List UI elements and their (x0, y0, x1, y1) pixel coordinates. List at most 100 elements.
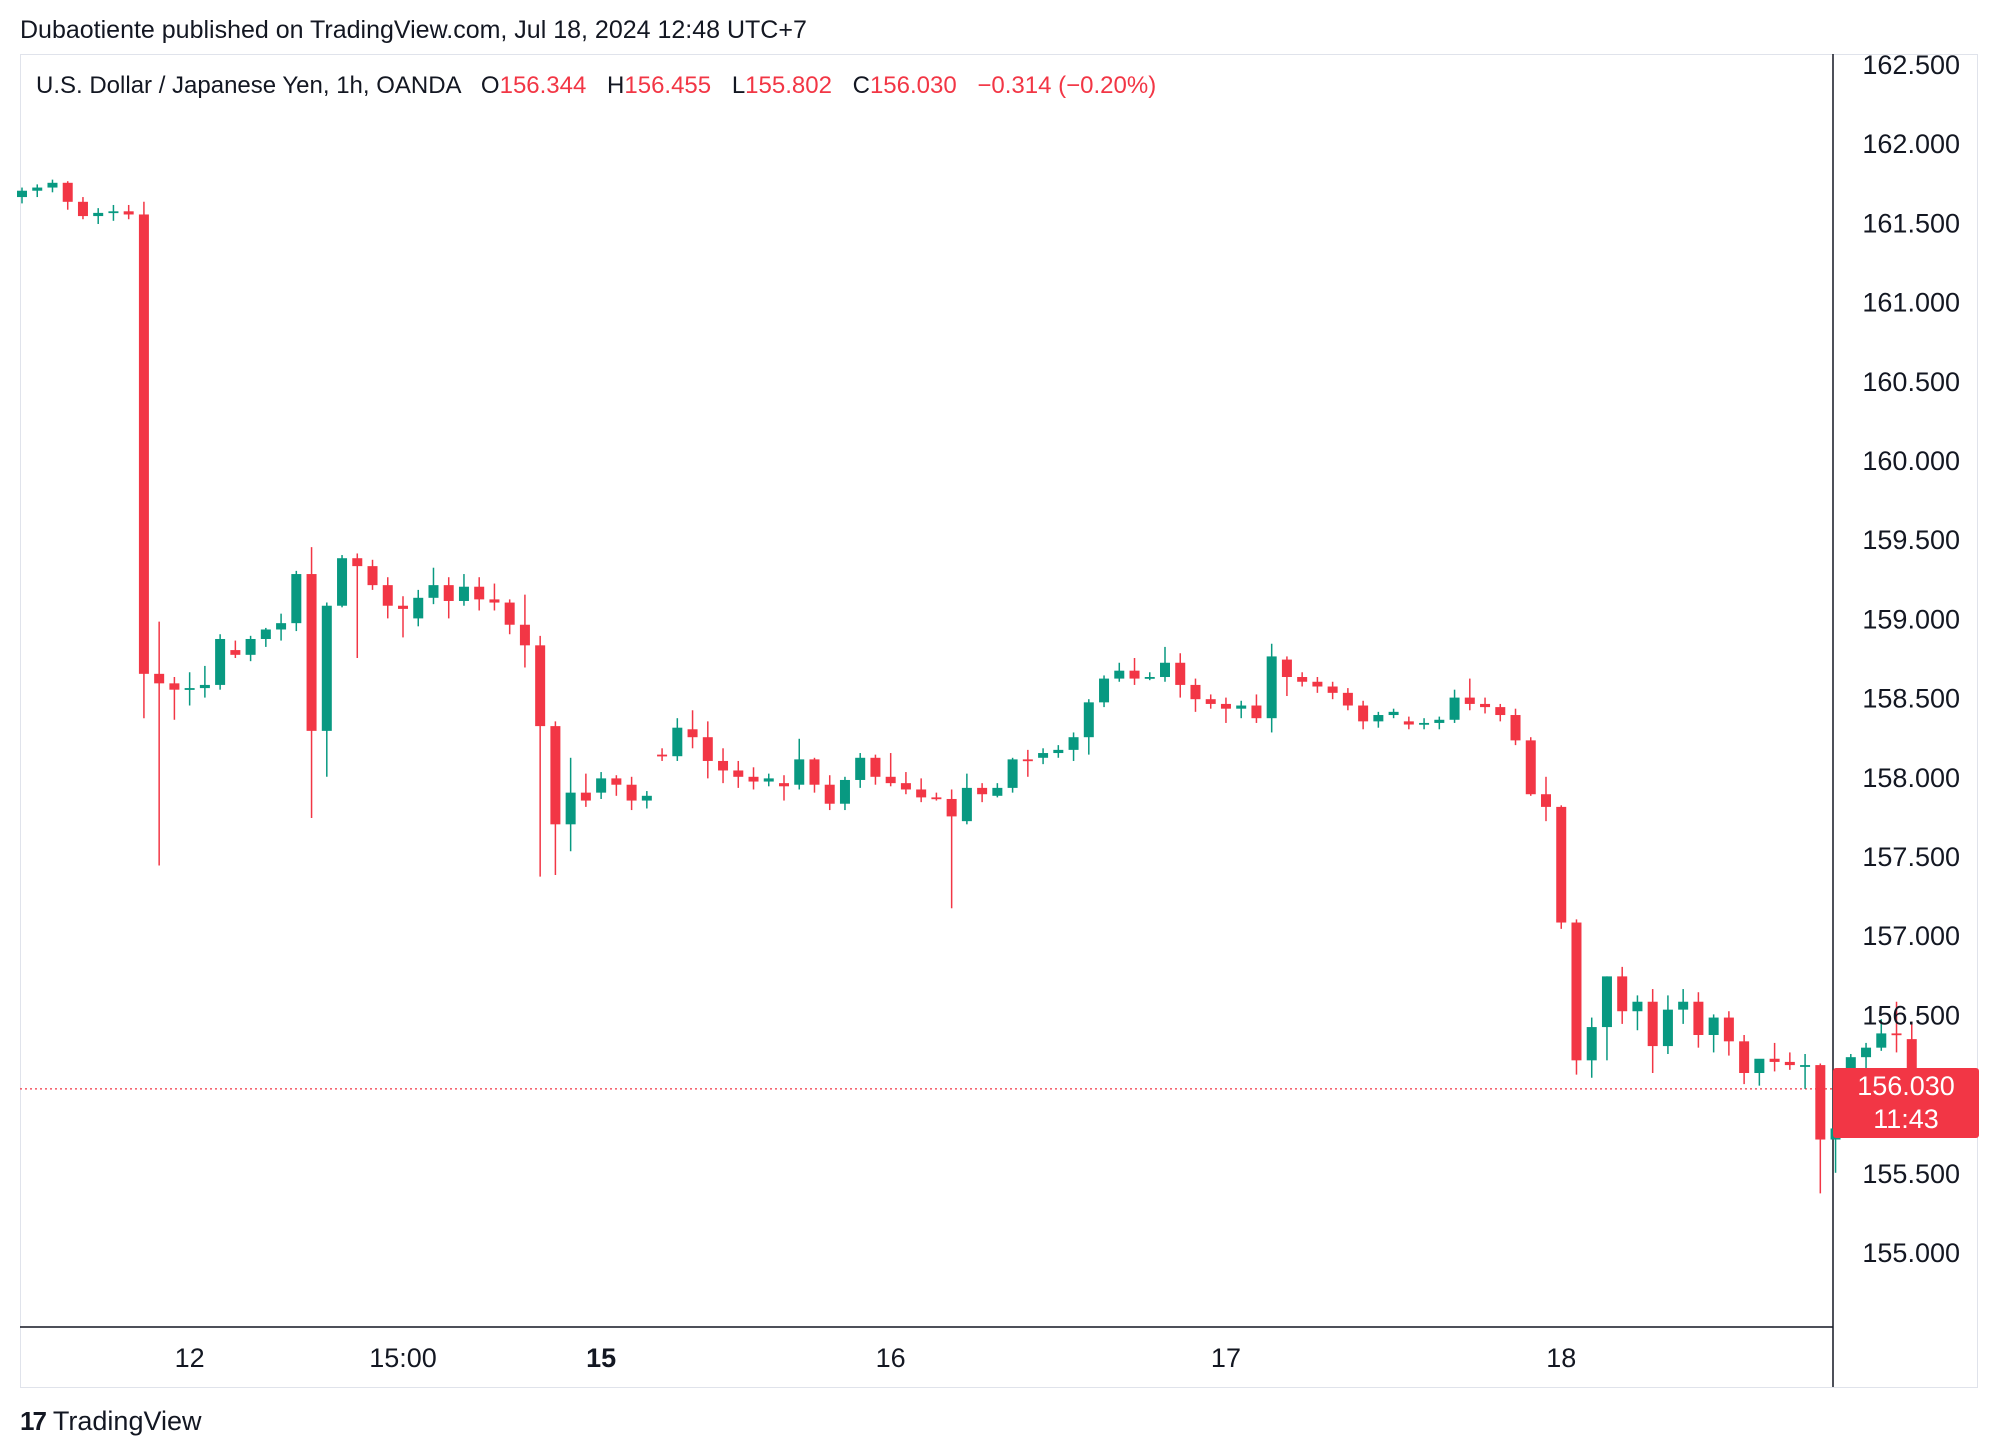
candle[interactable] (382, 577, 393, 619)
candle[interactable] (1297, 672, 1308, 687)
candle[interactable] (1403, 716, 1414, 730)
candle[interactable] (443, 577, 454, 619)
candle[interactable] (1571, 919, 1582, 1075)
candle[interactable] (809, 757, 820, 793)
candle[interactable] (1723, 1011, 1734, 1056)
candle[interactable] (1662, 995, 1673, 1054)
candle[interactable] (291, 570, 302, 632)
candle[interactable] (245, 635, 256, 662)
candle[interactable] (1144, 672, 1155, 681)
candle[interactable] (1861, 1042, 1872, 1069)
candle[interactable] (1053, 745, 1064, 758)
candle[interactable] (687, 710, 698, 749)
candle[interactable] (1281, 656, 1292, 697)
candle[interactable] (1236, 700, 1247, 719)
candle[interactable] (1784, 1052, 1795, 1070)
candle[interactable] (1464, 678, 1475, 711)
candle[interactable] (337, 555, 348, 608)
candle[interactable] (580, 773, 591, 807)
candle[interactable] (1083, 699, 1094, 755)
candle[interactable] (1525, 737, 1536, 796)
candle[interactable] (306, 547, 317, 818)
candle[interactable] (1480, 697, 1491, 714)
candle[interactable] (1358, 700, 1369, 730)
candle[interactable] (1495, 703, 1506, 722)
candle[interactable] (93, 208, 104, 224)
candle[interactable] (1876, 1019, 1887, 1051)
candle[interactable] (199, 665, 210, 698)
candle[interactable] (961, 773, 972, 825)
candle[interactable] (77, 197, 88, 220)
candle[interactable] (824, 775, 835, 811)
candle[interactable] (1434, 716, 1445, 730)
candle[interactable] (260, 627, 271, 647)
candle[interactable] (428, 567, 439, 605)
candle[interactable] (1510, 708, 1521, 746)
candle[interactable] (504, 599, 515, 635)
candle[interactable] (1373, 711, 1384, 728)
candle[interactable] (718, 748, 729, 784)
candle[interactable] (1312, 677, 1323, 693)
candle[interactable] (1327, 681, 1338, 700)
candle[interactable] (1800, 1054, 1811, 1089)
candle[interactable] (992, 783, 1003, 798)
candle[interactable] (108, 204, 119, 221)
candle[interactable] (1601, 976, 1612, 1061)
candle[interactable] (32, 184, 43, 198)
candle[interactable] (870, 754, 881, 785)
candle[interactable] (1251, 694, 1262, 723)
candle[interactable] (596, 772, 607, 799)
candle[interactable] (748, 767, 759, 790)
candle[interactable] (47, 179, 58, 193)
candle[interactable] (1678, 989, 1689, 1024)
candle[interactable] (1647, 989, 1658, 1074)
candle[interactable] (169, 677, 180, 720)
candle[interactable] (672, 718, 683, 761)
candle[interactable] (1693, 992, 1704, 1048)
candle[interactable] (519, 594, 530, 668)
candle[interactable] (123, 204, 134, 220)
candle[interactable] (352, 553, 363, 658)
candle[interactable] (565, 757, 576, 852)
candle[interactable] (900, 772, 911, 795)
candle[interactable] (626, 776, 637, 811)
candle[interactable] (184, 672, 195, 706)
candle[interactable] (1891, 1001, 1902, 1053)
candle[interactable] (931, 792, 942, 801)
candle[interactable] (413, 589, 424, 627)
candle[interactable] (215, 634, 226, 690)
candle[interactable] (230, 640, 241, 658)
candle[interactable] (1022, 749, 1033, 777)
candle[interactable] (763, 773, 774, 787)
candle[interactable] (1175, 653, 1186, 698)
candle[interactable] (138, 201, 149, 719)
candle[interactable] (1160, 646, 1170, 682)
candle[interactable] (489, 583, 500, 611)
candle[interactable] (1815, 1063, 1826, 1194)
candle[interactable] (1205, 694, 1216, 709)
candle[interactable] (550, 721, 561, 876)
candle[interactable] (1388, 708, 1399, 719)
candle[interactable] (62, 181, 73, 210)
candle[interactable] (1038, 748, 1049, 765)
candle[interactable] (641, 791, 652, 809)
candle[interactable] (733, 760, 744, 788)
candle[interactable] (1449, 689, 1460, 723)
candle[interactable] (1556, 805, 1567, 929)
candle[interactable] (535, 635, 546, 877)
candle[interactable] (1739, 1034, 1750, 1085)
candle[interactable] (1342, 688, 1353, 711)
candle[interactable] (1266, 643, 1277, 733)
candle[interactable] (1754, 1058, 1765, 1086)
candle[interactable] (885, 753, 896, 787)
candle[interactable] (946, 789, 957, 909)
candle[interactable] (17, 187, 27, 204)
candle[interactable] (398, 596, 408, 638)
candle[interactable] (794, 738, 805, 790)
candle[interactable] (1220, 697, 1231, 723)
candle[interactable] (702, 721, 713, 779)
candle[interactable] (839, 776, 850, 811)
candle[interactable] (1099, 675, 1110, 708)
candle[interactable] (657, 748, 668, 761)
